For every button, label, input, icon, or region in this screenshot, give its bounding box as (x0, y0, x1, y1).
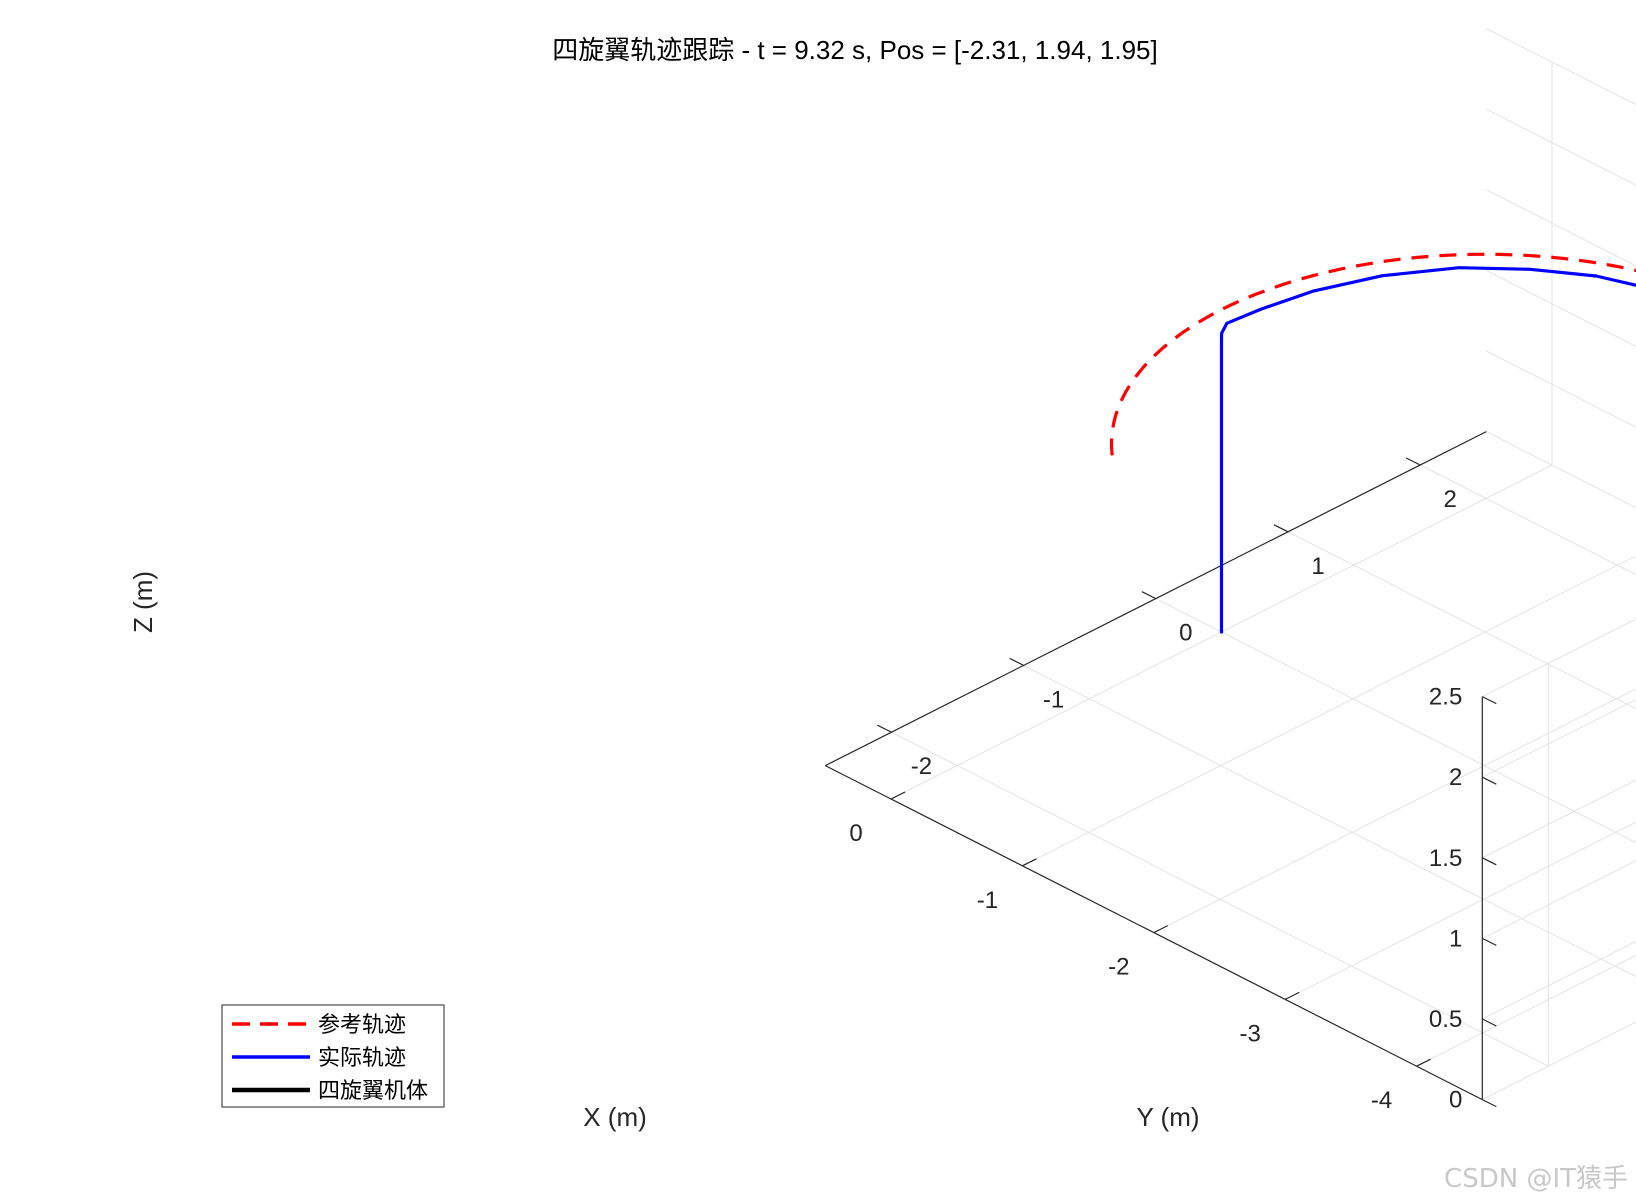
actual-trajectory-line (1219, 266, 1636, 634)
x-tick (1416, 1058, 1431, 1067)
z-tick (1482, 857, 1497, 866)
legend-label-actual: 实际轨迹 (318, 1046, 406, 1071)
watermark: CSDN @IT猿手 (1444, 1164, 1628, 1194)
grid-wall-y-horiz (1486, 189, 1636, 267)
grid-floor-y (1155, 598, 1636, 844)
grid-wall-y-horiz (1486, 108, 1636, 186)
grid-wall-x-horiz (1482, 698, 1636, 778)
grid-wall-x-horiz (1482, 618, 1636, 698)
z-tick (1482, 937, 1497, 946)
grid-floor-y (891, 731, 1549, 1067)
y-tick-label: -1 (1043, 686, 1064, 713)
grid-wall-y-horiz (1486, 28, 1636, 106)
z-tick-label: 2.5 (1429, 684, 1462, 711)
grid-layer (890, 28, 1636, 1101)
axes-layer: -4 -3 -2 -1 0 -2 -1 0 1 2 0 0.5 1 1.5 2 2.5 (825, 431, 1497, 1114)
x-tick-label: -1 (977, 887, 998, 914)
legend-label-quad: 四旋翼机体 (318, 1079, 428, 1104)
y-tick (877, 724, 892, 733)
grid-floor-x (1416, 954, 1636, 1067)
y-tick (1273, 524, 1289, 533)
z-tick-label: 1 (1449, 925, 1462, 952)
x-tick-label: -4 (1371, 1087, 1392, 1114)
grid-floor-x (1153, 688, 1636, 934)
chart-title: 四旋翼轨迹跟踪 - t = 9.32 s, Pos = [-2.31, 1.94… (552, 35, 1157, 65)
grid-wall-x-horiz (1482, 860, 1636, 939)
x-tick (1153, 925, 1169, 934)
y-tick-label: -2 (911, 753, 932, 780)
z-tick (1482, 1018, 1497, 1027)
y-axis-label: Y (m) (1136, 1102, 1199, 1132)
y-tick (1405, 457, 1421, 466)
z-tick-label: 0 (1449, 1087, 1462, 1114)
reference-trajectory-line (1109, 252, 1636, 456)
x-tick-label: 0 (849, 820, 862, 847)
y-tick-label: 1 (1311, 553, 1324, 580)
z-tick (1482, 1099, 1497, 1108)
x-tick (890, 791, 906, 800)
x-tick (1284, 991, 1300, 1000)
z-tick (1482, 776, 1497, 785)
z-tick (1482, 696, 1497, 705)
x-tick-label: -2 (1108, 954, 1129, 981)
y-tick (1141, 591, 1157, 600)
grid-wall-y-horiz (1486, 269, 1636, 348)
grid-wall-y-horiz (1486, 431, 1636, 509)
y-tick (1009, 657, 1024, 666)
grid-floor-x (1022, 555, 1636, 867)
legend-label-reference: 参考轨迹 (318, 1013, 406, 1038)
grid-wall-y-horiz (1486, 350, 1636, 428)
z-axis-label: Z (m) (128, 571, 158, 633)
y-tick-label: 2 (1444, 486, 1457, 513)
legend: 参考轨迹 实际轨迹 四旋翼机体 (221, 1004, 445, 1108)
y-tick-label: 0 (1179, 620, 1192, 647)
z-tick-label: 0.5 (1429, 1006, 1462, 1033)
z-tick-label: 2 (1449, 764, 1462, 791)
grid-wall-x-horiz (1482, 1021, 1636, 1101)
grid-wall-x-horiz (1482, 779, 1636, 859)
x-tick-label: -3 (1240, 1020, 1261, 1047)
grid-wall-x-horiz (1482, 940, 1636, 1020)
grid-floor-y (1419, 464, 1636, 576)
grid-floor-y (1023, 664, 1636, 978)
x-axis-label: X (m) (583, 1102, 647, 1132)
x-tick (1022, 858, 1037, 867)
z-tick-label: 1.5 (1429, 845, 1462, 872)
data-layer (1109, 252, 1636, 634)
grid-floor-y (1287, 531, 1636, 710)
